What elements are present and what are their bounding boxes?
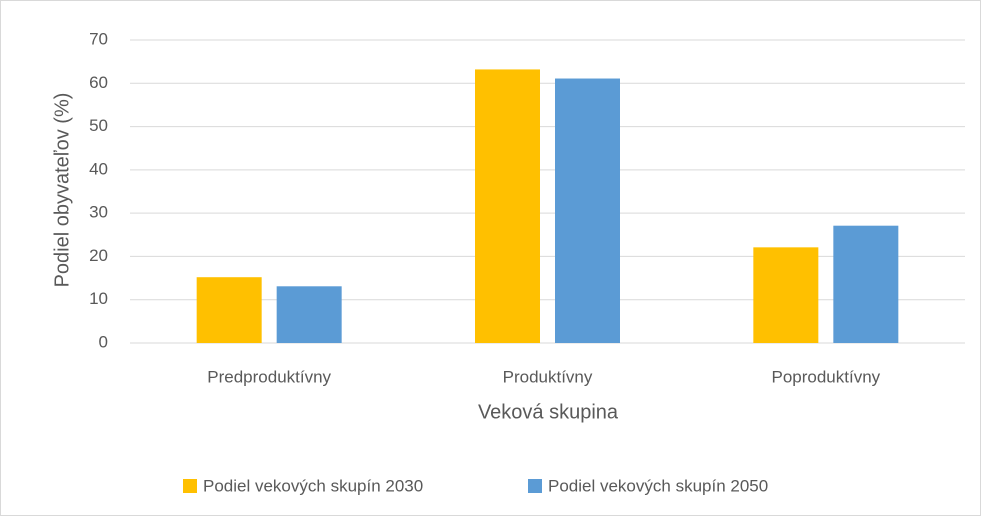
x-tick-label: Predproduktívny [207,367,331,386]
bar [196,277,262,343]
legend-swatch [528,479,542,493]
y-tick-label: 50 [89,116,108,135]
bar [833,225,899,343]
y-tick-label: 0 [99,332,108,351]
legend-label: Podiel vekových skupín 2050 [548,476,768,495]
bar [276,286,342,343]
x-axis-label: Veková skupina [478,401,619,423]
y-tick-label: 20 [89,246,108,265]
bar [475,69,540,343]
y-tick-label: 10 [89,289,108,308]
bar [555,78,620,343]
x-tick-label: Poproduktívny [771,367,880,386]
bar [753,247,819,343]
legend-label: Podiel vekových skupín 2030 [203,476,423,495]
legend-swatch [183,479,197,493]
y-tick-label: 70 [89,29,108,48]
y-tick-label: 40 [89,159,108,178]
y-axis-label: Podiel obyvateľov (%) [51,93,73,288]
y-tick-label: 30 [89,203,108,222]
x-tick-label: Produktívny [503,367,593,386]
y-tick-label: 60 [89,73,108,92]
